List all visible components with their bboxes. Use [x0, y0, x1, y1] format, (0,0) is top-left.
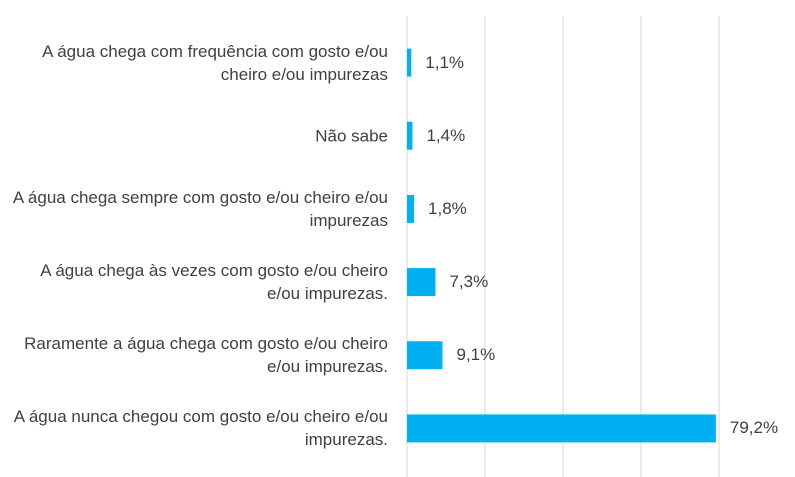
category-label: Raramente a água chega com gosto e/ou ch…: [24, 334, 388, 377]
bar: [407, 194, 415, 223]
value-label: 9,1%: [456, 345, 496, 365]
bar: [407, 268, 436, 297]
category-label: A água chega às vezes com gosto e/ou che…: [40, 261, 388, 304]
category-label: A água nunca chegou com gosto e/ou cheir…: [13, 407, 388, 450]
bar: [407, 341, 443, 370]
category-label: A água chega sempre com gosto e/ou cheir…: [12, 187, 388, 230]
value-label: 1,4%: [426, 125, 466, 145]
bar: [407, 121, 413, 150]
value-label: 79,2%: [729, 418, 779, 438]
value-label: 1,1%: [425, 52, 465, 72]
category-label: A água chega com frequência com gosto e/…: [42, 41, 388, 84]
category-label: Não sabe: [315, 126, 388, 146]
value-label: 1,8%: [428, 198, 467, 218]
bar: [407, 48, 412, 77]
value-label: 7,3%: [449, 272, 489, 292]
bar: [407, 414, 716, 443]
